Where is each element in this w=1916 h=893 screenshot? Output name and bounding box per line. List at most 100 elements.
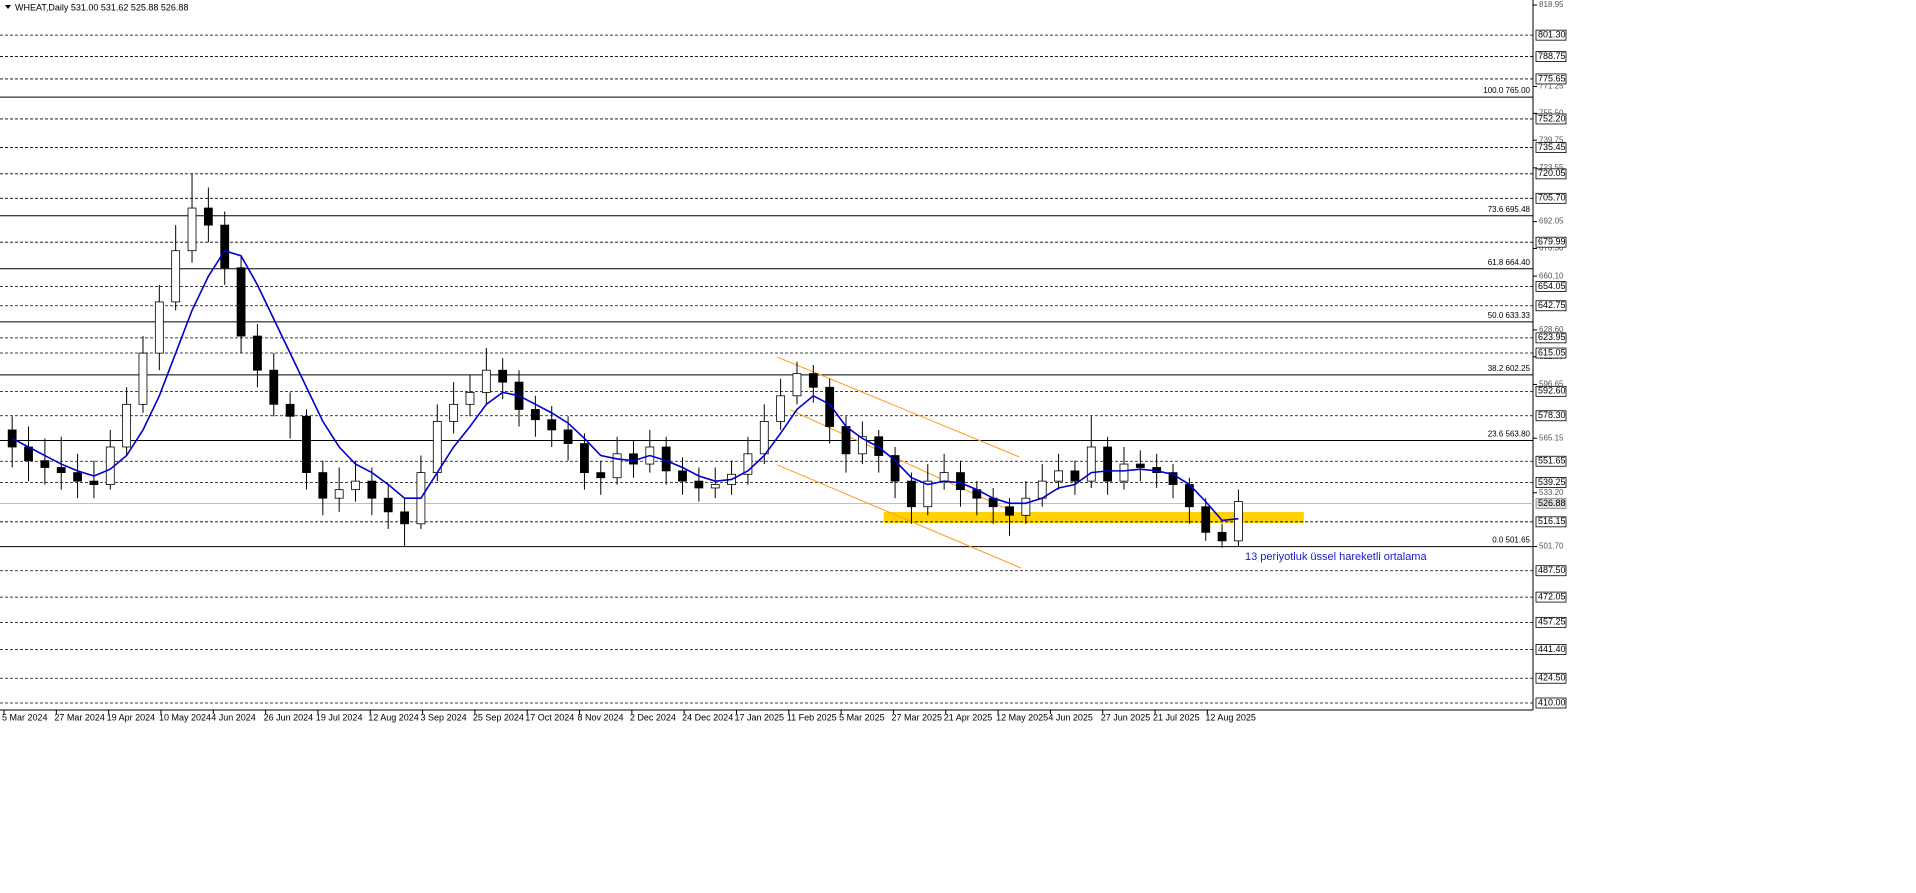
candle-body	[498, 369, 508, 383]
annotation: 13 periyotluk üssel hareketli ortalama	[1245, 551, 1427, 563]
x-tick-label: 26 Jun 2024	[264, 712, 314, 722]
level-label: 539.25	[1538, 477, 1566, 487]
y-tick-label: 565.15	[1539, 433, 1564, 442]
level-label: 615.05	[1538, 347, 1566, 357]
candle-body	[105, 446, 115, 485]
candle-body	[318, 472, 328, 499]
level-label-box	[1535, 168, 1567, 180]
candle-body	[694, 480, 704, 489]
candle-body	[1119, 463, 1129, 482]
fib-label: 23.6 563.80	[1488, 430, 1531, 439]
candle-body	[1005, 506, 1014, 516]
level-label: 679.99	[1538, 237, 1566, 247]
candle-body	[841, 426, 851, 455]
candle-body	[285, 403, 295, 417]
candle-body	[89, 480, 99, 485]
y-tick-label: 771.25	[1539, 82, 1564, 91]
candle-body	[203, 207, 213, 226]
candle-body	[7, 429, 17, 448]
fib-label: 61.8 664.40	[1488, 258, 1531, 267]
candle-body	[465, 391, 475, 405]
support-zone	[883, 512, 1304, 523]
level-label-box	[1535, 142, 1567, 153]
level-label-box	[1535, 300, 1567, 312]
candle-body	[580, 443, 589, 473]
candle-body	[122, 403, 132, 448]
candle-body	[73, 472, 82, 482]
level-label: 457.25	[1538, 617, 1566, 627]
level-label: 720.05	[1538, 168, 1566, 178]
level-label: 424.50	[1538, 673, 1566, 683]
level-label: 516.15	[1538, 516, 1566, 526]
x-tick-label: 2 Dec 2024	[630, 712, 676, 722]
candle-body	[612, 453, 622, 479]
y-tick-label: 818.95	[1539, 0, 1564, 9]
candle-body	[432, 420, 442, 473]
x-tick-label: 8 Nov 2024	[578, 712, 624, 722]
x-tick-label: 12 Aug 2024	[368, 712, 419, 722]
candle-body	[710, 484, 720, 489]
candle-body	[138, 352, 148, 405]
candle-body	[1103, 446, 1113, 482]
y-tick-label: 676.30	[1539, 244, 1564, 253]
level-label-box	[1535, 455, 1567, 467]
x-tick-label: 19 Jul 2024	[316, 712, 363, 722]
level-label-box	[1535, 616, 1567, 628]
x-tick-label: 10 May 2024	[159, 712, 211, 722]
candle-body	[1021, 497, 1031, 516]
candle-body	[220, 224, 230, 269]
candle-body	[939, 472, 949, 482]
level-label: 578.30	[1538, 410, 1566, 420]
candle-body	[56, 467, 66, 473]
level-label-box	[1535, 347, 1567, 359]
candle-body	[269, 369, 279, 405]
x-tick-label: 24 Dec 2024	[682, 712, 733, 722]
candle-body	[530, 409, 540, 421]
candle-body	[154, 301, 164, 354]
x-tick-label: 17 Jan 2025	[734, 712, 784, 722]
candle-body	[596, 472, 606, 479]
level-label-box	[1535, 516, 1567, 528]
level-label-box	[1535, 332, 1567, 344]
level-label-box	[1535, 565, 1567, 577]
candle-body	[187, 207, 197, 252]
level-label: 788.75	[1538, 51, 1566, 61]
last-price-label: 526.88	[1538, 498, 1566, 508]
x-tick-label: 12 Aug 2025	[1205, 712, 1256, 722]
candle-body	[923, 480, 933, 508]
x-tick-label: 27 Jun 2025	[1101, 712, 1151, 722]
candle-body	[236, 267, 246, 337]
fib-label: 0.0 501.65	[1492, 536, 1530, 545]
candle-body	[383, 497, 393, 513]
candle-body	[367, 480, 377, 499]
level-label-box	[1535, 113, 1567, 125]
x-tick-label: 5 Mar 2025	[839, 712, 885, 722]
candle-body	[678, 470, 687, 482]
x-tick-label: 3 Sep 2024	[421, 712, 467, 722]
y-tick-label: 660.10	[1539, 271, 1564, 280]
fib-label: 73.6 695.48	[1488, 205, 1531, 214]
level-label: 551.65	[1538, 456, 1566, 466]
level-label: 623.95	[1538, 332, 1566, 342]
level-label-box	[1535, 410, 1567, 422]
candle-body	[449, 403, 459, 422]
level-label: 441.40	[1538, 644, 1566, 654]
candle-body	[857, 436, 867, 455]
candle-body	[759, 420, 769, 455]
candle-body	[1135, 463, 1145, 468]
level-label-box	[1535, 192, 1567, 204]
x-tick-label: 5 Mar 2024	[2, 712, 48, 722]
y-tick-label: 692.05	[1539, 217, 1564, 226]
x-tick-label: 11 Feb 2025	[787, 712, 837, 722]
candle-body	[1054, 470, 1063, 482]
y-tick-label: 755.50	[1539, 108, 1564, 117]
level-label-box	[1535, 697, 1567, 709]
candle-body	[1234, 501, 1243, 542]
x-tick-label: 19 Apr 2024	[107, 712, 156, 722]
y-tick-label: 628.60	[1539, 325, 1564, 334]
menu-arrow[interactable]	[5, 5, 11, 9]
level-label: 775.65	[1538, 73, 1566, 83]
level-label-box	[1535, 29, 1567, 41]
x-tick-label: 4 Jun 2025	[1048, 712, 1093, 722]
